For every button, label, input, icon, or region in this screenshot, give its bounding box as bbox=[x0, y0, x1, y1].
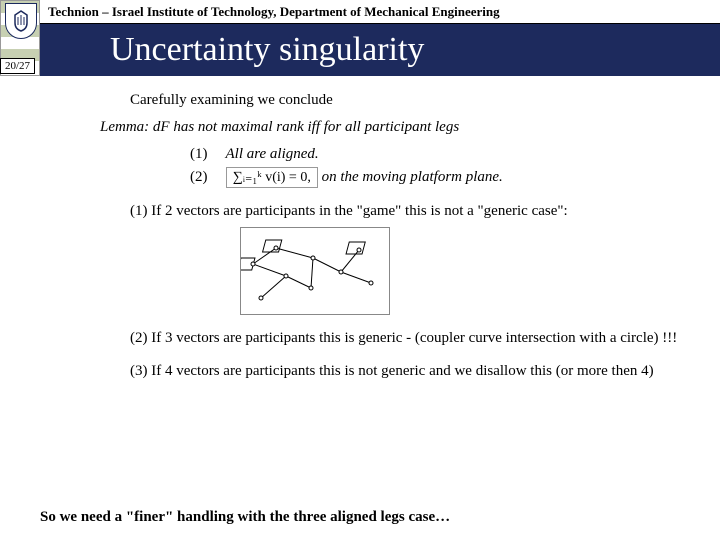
item-text: All are aligned. bbox=[225, 146, 318, 162]
item-num: (1) bbox=[190, 146, 222, 163]
intro-line: Carefully examining we conclude bbox=[130, 92, 700, 109]
lemma-item-2: (2) ∑ᵢ₌₁ᵏ v(i) = 0, on the moving platfo… bbox=[190, 167, 700, 188]
slide-title: Uncertainty singularity bbox=[110, 31, 424, 69]
item-tail: on the moving platform plane. bbox=[322, 169, 503, 185]
page-indicator: 20/27 bbox=[0, 58, 35, 74]
item-num: (2) bbox=[190, 169, 222, 186]
technion-logo bbox=[5, 3, 37, 39]
mechanism-diagram bbox=[240, 227, 390, 315]
formula: ∑ᵢ₌₁ᵏ v(i) = 0, bbox=[226, 167, 318, 188]
para-3: (3) If 4 vectors are participants this i… bbox=[130, 362, 700, 381]
slide-content: Carefully examining we conclude Lemma: d… bbox=[0, 82, 720, 540]
title-band: Uncertainty singularity bbox=[0, 24, 720, 76]
lemma-item-1: (1) All are aligned. bbox=[190, 146, 700, 163]
para-2: (2) If 3 vectors are participants this i… bbox=[130, 329, 700, 348]
para-1: (1) If 2 vectors are participants in the… bbox=[130, 202, 700, 221]
header-bar: Technion – Israel Institute of Technolog… bbox=[0, 0, 720, 24]
lemma-text: Lemma: dF has not maximal rank iff for a… bbox=[100, 119, 700, 136]
conclusion-text: So we need a "finer" handling with the t… bbox=[40, 509, 700, 526]
institution-text: Technion – Israel Institute of Technolog… bbox=[48, 4, 500, 20]
